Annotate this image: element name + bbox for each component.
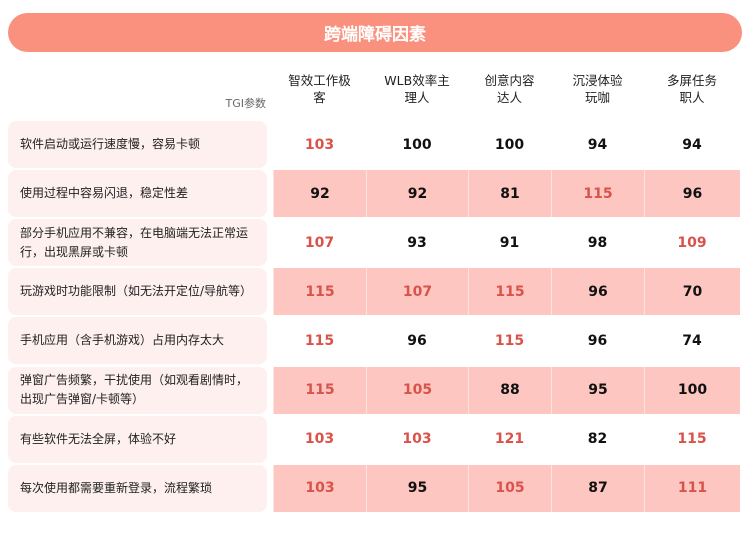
- tgi-value-cell: 95: [366, 464, 468, 512]
- tgi-value-cell: 115: [494, 332, 525, 349]
- tgi-value-cell: 111: [644, 464, 740, 512]
- tgi-value-cell: 96: [644, 170, 740, 218]
- tgi-value-cell: 82: [587, 431, 608, 448]
- tgi-value-cell: 103: [402, 431, 432, 448]
- tgi-value-cell: 87: [551, 464, 644, 512]
- row-header-label: TGI参数: [225, 97, 267, 110]
- table-row: 玩游戏时功能限制（如无法开定位/导航等） 115 107 115 96 70: [0, 268, 750, 316]
- tgi-value-cell: 115: [304, 332, 335, 349]
- tgi-value-cell: 115: [273, 268, 366, 316]
- row-label: 玩游戏时功能限制（如无法开定位/导航等）: [8, 268, 267, 316]
- tgi-value-cell: 115: [273, 366, 366, 414]
- tgi-value-cell: 88: [468, 366, 551, 414]
- tgi-value-cell: 103: [304, 431, 335, 448]
- tgi-value-cell: 100: [402, 136, 432, 153]
- row-label: 每次使用都需要重新登录，流程繁琐: [8, 464, 267, 512]
- column-header: 多屏任务职人: [666, 73, 717, 105]
- table-row: 有些软件无法全屏，体验不好 103 103 121 82 115: [0, 415, 750, 463]
- tgi-value-cell: 81: [468, 170, 551, 218]
- tgi-value-cell: 107: [304, 234, 335, 251]
- tgi-value-cell: 70: [644, 268, 740, 316]
- tgi-value-cell: 109: [677, 234, 707, 251]
- tgi-value-cell: 115: [468, 268, 551, 316]
- tgi-value-cell: 93: [407, 234, 427, 251]
- tgi-value-cell: 95: [551, 366, 644, 414]
- row-label: 使用过程中容易闪退，稳定性差: [8, 170, 267, 218]
- tgi-value-cell: 115: [551, 170, 644, 218]
- table-row: 每次使用都需要重新登录，流程繁琐 103 95 105 87 111: [0, 464, 750, 512]
- tgi-value-cell: 96: [587, 332, 608, 349]
- tgi-value-cell: 100: [494, 136, 525, 153]
- title-banner: 跨端障碍因素: [8, 13, 742, 52]
- row-label: 手机应用（含手机游戏）占用内存太大: [8, 317, 267, 365]
- tgi-value-cell: 74: [682, 332, 702, 349]
- tgi-value-cell: 107: [366, 268, 468, 316]
- tgi-value-cell: 100: [644, 366, 740, 414]
- tgi-value-cell: 98: [587, 234, 608, 251]
- table-row: 软件启动或运行速度慢，容易卡顿 103 100 100 94 94: [0, 121, 750, 168]
- tgi-value-cell: 105: [468, 464, 551, 512]
- tgi-value-cell: 105: [366, 366, 468, 414]
- table-row: 手机应用（含手机游戏）占用内存太大 115 96 115 96 74: [0, 317, 750, 365]
- tgi-value-cell: 103: [304, 136, 335, 153]
- tgi-value-cell: 94: [682, 136, 702, 153]
- column-header: 创意内容达人: [484, 73, 535, 105]
- tgi-value-cell: 92: [366, 170, 468, 218]
- tgi-value-cell: 121: [494, 431, 525, 448]
- table-row: 部分手机应用不兼容，在电脑端无法正常运行，出现黑屏或卡顿 107 93 91 98 109: [0, 219, 750, 267]
- column-header: WLB效率主理人: [384, 73, 450, 105]
- tgi-value-cell: 115: [677, 431, 707, 448]
- tgi-value-cell: 94: [587, 136, 608, 153]
- table-row: 弹窗广告频繁，干扰使用（如观看剧情时，出现广告弹窗/卡顿等） 115 105 88 95…: [0, 366, 750, 414]
- tgi-value-cell: 103: [273, 464, 366, 512]
- row-label: 弹窗广告频繁，干扰使用（如观看剧情时，出现广告弹窗/卡顿等）: [8, 366, 267, 414]
- row-label: 部分手机应用不兼容，在电脑端无法正常运行，出现黑屏或卡顿: [8, 219, 267, 267]
- column-header: 沉浸体验玩咖: [572, 73, 623, 105]
- tgi-value-cell: 96: [551, 268, 644, 316]
- row-label: 有些软件无法全屏，体验不好: [8, 415, 267, 463]
- column-header: 智效工作极客: [288, 73, 351, 105]
- tgi-value-cell: 92: [273, 170, 366, 218]
- tgi-value-cell: 96: [407, 332, 427, 349]
- table-row: 使用过程中容易闪退，稳定性差 92 92 81 115 96: [0, 170, 750, 218]
- row-label: 软件启动或运行速度慢，容易卡顿: [8, 121, 267, 168]
- tgi-value-cell: 91: [499, 234, 520, 251]
